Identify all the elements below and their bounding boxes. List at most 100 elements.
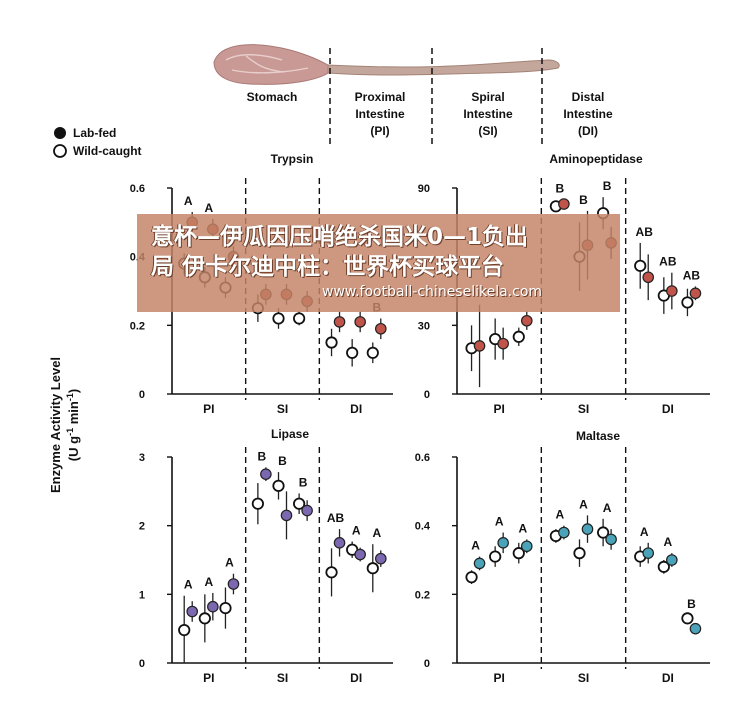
lipase-significance-letter: AB bbox=[327, 511, 345, 525]
aminopeptidase-significance-letter: B bbox=[556, 181, 565, 195]
aminopeptidase-point-lab-fed bbox=[666, 285, 678, 297]
trypsin-group-label: PI bbox=[203, 402, 214, 416]
legend: Lab-fed Wild-caught bbox=[53, 126, 142, 158]
lipase-significance-letter: B bbox=[278, 454, 287, 468]
maltase-point-lab-fed bbox=[689, 622, 702, 635]
legend-lab-fed-label: Lab-fed bbox=[73, 126, 116, 140]
maltase-point-wild-caught bbox=[597, 526, 610, 539]
maltase-significance-letter: A bbox=[471, 539, 480, 553]
watermark-banner: 意杯—伊瓜因压哨绝杀国米0—1负出 局 伊卡尔迪中柱：世界杯买球平台 www.f… bbox=[137, 214, 620, 312]
lipase-significance-letter: A bbox=[225, 556, 234, 570]
aminopeptidase-point-lab-fed bbox=[520, 314, 533, 327]
lipase-point-lab-fed bbox=[227, 578, 240, 590]
maltase-title: Maltase bbox=[576, 429, 620, 443]
lipase-point-wild-caught bbox=[366, 562, 379, 575]
trypsin-significance-letter: A bbox=[184, 194, 193, 208]
aminopeptidase-y-tick-label: 0 bbox=[424, 389, 430, 401]
aminopeptidase-point-lab-fed bbox=[642, 271, 655, 284]
aminopeptidase-point-lab-fed bbox=[558, 198, 570, 210]
lipase-point-wild-caught bbox=[272, 479, 285, 492]
aminopeptidase-y-tick-label: 30 bbox=[418, 320, 430, 332]
maltase-significance-letter: A bbox=[663, 535, 672, 549]
lipase-significance-letter: A bbox=[204, 575, 213, 589]
trypsin-point-lab-fed bbox=[354, 316, 366, 328]
lipase-significance-letter: B bbox=[258, 449, 267, 463]
maltase-point-lab-fed bbox=[666, 554, 678, 566]
lipase-significance-letter: A bbox=[372, 526, 381, 540]
maltase-significance-letter: A bbox=[640, 525, 649, 539]
aminopeptidase-point-lab-fed bbox=[473, 340, 486, 352]
maltase-point-lab-fed bbox=[473, 557, 486, 570]
section-label-si-line3: (SI) bbox=[478, 124, 497, 138]
lipase-point-lab-fed bbox=[280, 509, 293, 522]
specimen-intestine bbox=[327, 59, 560, 76]
legend-wild-caught-label: Wild-caught bbox=[73, 144, 142, 158]
trypsin-point-wild-caught bbox=[325, 336, 338, 349]
lipase-significance-letter: A bbox=[352, 523, 361, 537]
y-axis-title-line1: Enzyme Activity Level bbox=[48, 357, 63, 493]
maltase-point-lab-fed bbox=[581, 523, 594, 535]
lipase-y-tick-label: 0 bbox=[139, 658, 145, 670]
lipase-point-lab-fed bbox=[207, 600, 219, 613]
maltase-significance-letter: A bbox=[579, 497, 588, 511]
maltase-point-lab-fed bbox=[520, 540, 533, 553]
specimen-illustration bbox=[213, 44, 560, 85]
banner-line-1: 意杯—伊瓜因压哨绝杀国米0—1负出 bbox=[151, 224, 529, 250]
trypsin-point-lab-fed bbox=[333, 316, 346, 328]
lipase-point-lab-fed bbox=[186, 605, 199, 618]
lipase-y-tick-label: 2 bbox=[139, 521, 145, 533]
maltase-significance-letter: A bbox=[556, 508, 565, 522]
aminopeptidase-group-label: PI bbox=[493, 402, 504, 416]
lipase-y-tick-label: 1 bbox=[139, 589, 145, 601]
aminopeptidase-point-lab-fed bbox=[497, 337, 509, 350]
y-axis-title: Enzyme Activity Level (U g-1 min-1) bbox=[48, 357, 81, 493]
trypsin-point-wild-caught bbox=[293, 312, 306, 325]
maltase-point-wild-caught bbox=[489, 550, 502, 563]
section-label-pi-line1: Proximal bbox=[355, 90, 406, 104]
specimen-stomach bbox=[213, 44, 331, 85]
lipase-point-wild-caught bbox=[178, 623, 191, 637]
lipase-point-lab-fed bbox=[354, 548, 366, 561]
lipase-significance-letter: A bbox=[184, 578, 193, 592]
section-label-si-line2: Intestine bbox=[463, 107, 513, 121]
section-label-pi-line3: (PI) bbox=[370, 124, 389, 138]
trypsin-title: Trypsin bbox=[271, 152, 314, 166]
aminopeptidase-significance-letter: AB bbox=[683, 268, 701, 282]
lipase-significance-letter: B bbox=[299, 475, 308, 489]
maltase-group-label: SI bbox=[578, 671, 589, 685]
lipase-group-label: SI bbox=[277, 671, 288, 685]
lipase-point-wild-caught bbox=[325, 566, 338, 579]
maltase-significance-letter: B bbox=[687, 597, 696, 611]
maltase-point-wild-caught bbox=[512, 547, 525, 560]
trypsin-point-wild-caught bbox=[366, 346, 379, 359]
maltase-point-lab-fed bbox=[642, 547, 655, 559]
y-axis-title-line2: (U g-1 min-1) bbox=[65, 389, 81, 461]
aminopeptidase-group-label: SI bbox=[578, 402, 589, 416]
aminopeptidase-point-wild-caught bbox=[512, 330, 525, 343]
section-label-si-line1: Spiral bbox=[471, 90, 504, 104]
aminopeptidase-significance-letter: B bbox=[603, 179, 612, 193]
trypsin-point-wild-caught bbox=[272, 312, 285, 325]
trypsin-group-label: DI bbox=[350, 402, 362, 416]
aminopeptidase-significance-letter: AB bbox=[636, 225, 654, 239]
section-label-stomach: Stomach bbox=[247, 90, 298, 104]
lipase-point-lab-fed bbox=[333, 537, 346, 549]
section-label-di-line3: (DI) bbox=[578, 124, 598, 138]
trypsin-group-label: SI bbox=[277, 402, 288, 416]
lipase-point-wild-caught bbox=[293, 497, 306, 510]
aminopeptidase-significance-letter: B bbox=[579, 193, 588, 207]
aminopeptidase-point-lab-fed bbox=[689, 287, 702, 300]
trypsin-y-tick-label: 0.2 bbox=[130, 320, 145, 332]
legend-wild-caught-marker bbox=[53, 144, 67, 158]
section-labels: Stomach Proximal Intestine (PI) Spiral I… bbox=[247, 90, 613, 138]
lipase-group-label: DI bbox=[350, 671, 362, 685]
maltase-point-lab-fed bbox=[497, 537, 509, 549]
lipase-point-lab-fed bbox=[374, 552, 387, 565]
maltase-point-lab-fed bbox=[605, 533, 617, 546]
maltase-group-label: DI bbox=[662, 671, 674, 685]
banner-url[interactable]: www.football-chineselikela.com bbox=[322, 284, 543, 300]
maltase-point-wild-caught bbox=[465, 571, 478, 584]
aminopeptidase-group-label: DI bbox=[662, 402, 674, 416]
maltase-y-tick-label: 0.6 bbox=[415, 452, 430, 464]
lipase-point-wild-caught bbox=[219, 601, 232, 615]
